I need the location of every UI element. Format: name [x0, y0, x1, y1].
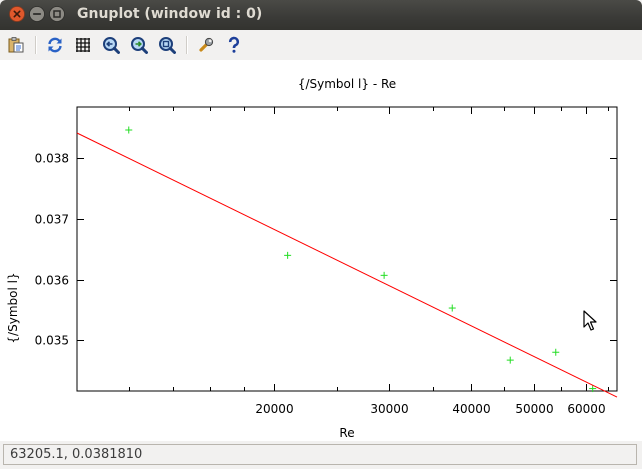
copy-to-clipboard-button[interactable]: [6, 35, 26, 55]
toolbar-separator: [35, 36, 37, 54]
x-tick-label: 30000: [370, 402, 408, 416]
data-point: [380, 271, 388, 279]
help-icon: [228, 36, 240, 53]
data-point: [589, 385, 597, 393]
data-point: [125, 126, 133, 134]
y-axis-label: {/Symbol l}: [6, 272, 20, 343]
x-tick-label: 50000: [515, 402, 553, 416]
replot-button[interactable]: [45, 35, 65, 55]
axes: 20000 30000 40000 50000 60000 0.035 0.036 0.037…: [35, 106, 618, 416]
mouse-coordinates: 63205.1, 0.0381810: [10, 447, 143, 462]
x-tick-label: 20000: [255, 402, 293, 416]
minimize-button[interactable]: [29, 6, 45, 22]
data-layer: [76, 126, 618, 398]
zoom-next-icon: [131, 37, 148, 54]
toolbar: [0, 30, 642, 60]
window-title: Gnuplot (window id : 0): [77, 6, 263, 22]
zoom-previous-icon: [103, 37, 120, 54]
maximize-button[interactable]: [49, 6, 65, 22]
previous-zoom-button[interactable]: [101, 35, 121, 55]
data-point: [552, 348, 560, 356]
data-point: [448, 304, 456, 312]
data-point: [506, 356, 514, 364]
next-zoom-button[interactable]: [129, 35, 149, 55]
plot-canvas[interactable]: {/Symbol l} - Re {/Symbol l} Re 20000 300…: [0, 60, 642, 441]
wrench-icon: [199, 37, 214, 52]
close-icon: [9, 6, 25, 22]
status-bar: 63205.1, 0.0381810: [0, 441, 642, 469]
autoscale-button[interactable]: [157, 35, 177, 55]
plot-border: [76, 106, 618, 392]
x-axis-label: Re: [339, 426, 354, 440]
data-point: [284, 251, 292, 259]
y-tick-label: 0.038: [35, 152, 69, 166]
x-tick-label: 60000: [567, 402, 605, 416]
y-tick-label: 0.035: [35, 334, 69, 348]
fit-line: [76, 132, 618, 398]
minimize-icon: [29, 6, 45, 22]
zoom-autoscale-icon: [159, 37, 176, 54]
x-tick-label: 40000: [452, 402, 490, 416]
close-button[interactable]: [9, 6, 25, 22]
help-button[interactable]: [224, 35, 244, 55]
maximize-icon: [49, 6, 65, 22]
status-box: 63205.1, 0.0381810: [3, 444, 637, 465]
chart-title: {/Symbol l} - Re: [298, 77, 396, 91]
toggle-grid-button[interactable]: [73, 35, 93, 55]
grid-icon: [76, 38, 90, 52]
toolbar-separator: [186, 36, 188, 54]
mouse-cursor-icon: [583, 310, 597, 331]
clipboard-icon: [8, 37, 24, 53]
y-tick-label: 0.036: [35, 274, 69, 288]
title-bar[interactable]: Gnuplot (window id : 0): [0, 0, 642, 30]
y-tick-label: 0.037: [35, 213, 69, 227]
replot-icon: [48, 37, 62, 53]
chart: {/Symbol l} - Re {/Symbol l} Re 20000 300…: [6, 77, 618, 440]
configure-button[interactable]: [196, 35, 216, 55]
